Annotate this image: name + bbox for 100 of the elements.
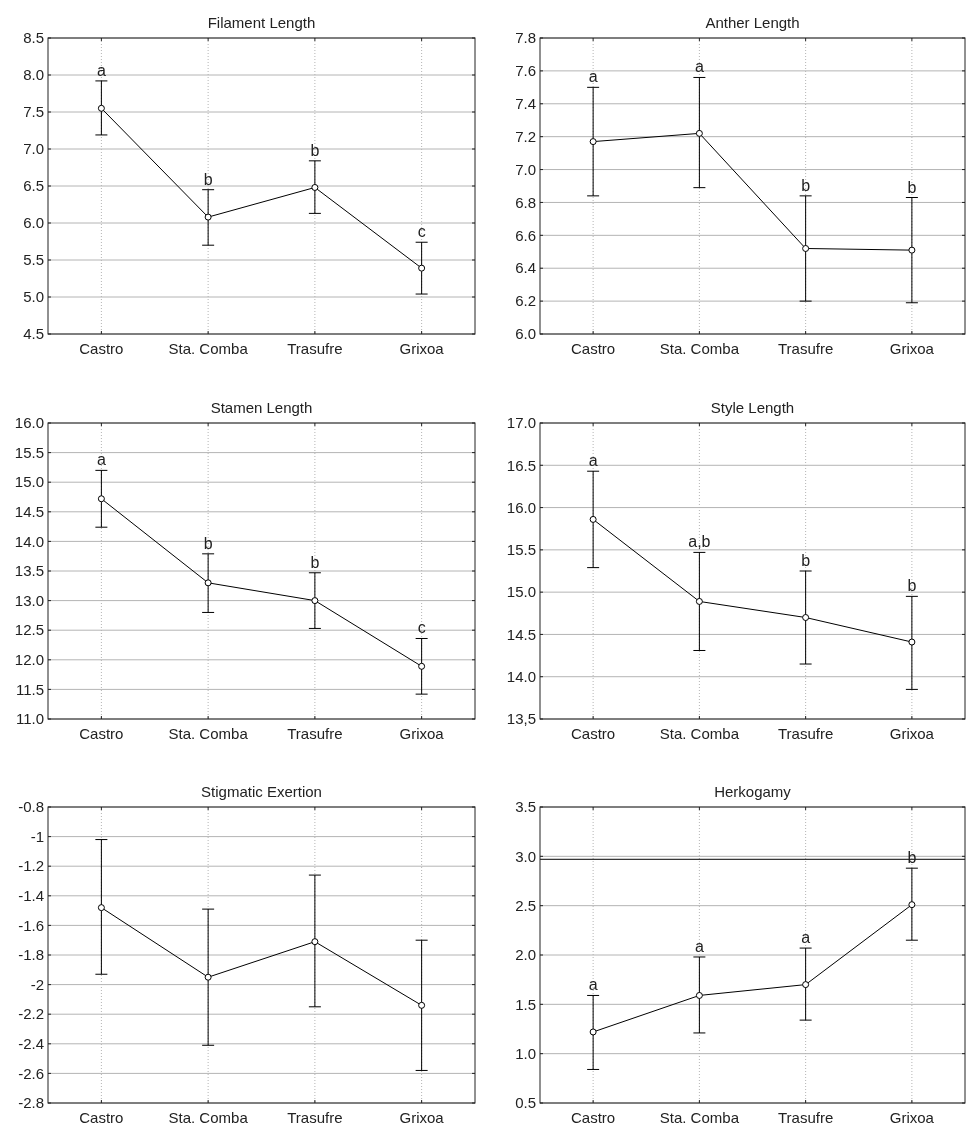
x-tick-label: Castro: [571, 340, 616, 357]
annotation: c: [417, 223, 426, 241]
x-tick-label: Grixoa: [399, 1109, 445, 1126]
annotation: b: [801, 552, 811, 569]
y-tick-label: -2.4: [18, 1035, 44, 1053]
y-tick-label: 7.4: [515, 95, 536, 113]
y-tick-label: 13,5: [506, 710, 536, 728]
x-tick-label: Sta. Comba: [168, 1109, 249, 1126]
y-tick-label: 6.6: [515, 226, 536, 244]
point: [695, 597, 703, 605]
y-tick-label: 6.0: [515, 325, 536, 343]
y-tick-label: 6.0: [23, 214, 44, 232]
y-tick-label: -2.8: [18, 1094, 44, 1112]
y-tick-label: 4.5: [23, 325, 44, 343]
y-tick-label: 7.6: [515, 62, 536, 80]
annotation: b: [203, 534, 213, 552]
point: [97, 904, 105, 912]
x-tick-label: Grixoa: [889, 725, 935, 742]
annotation: a: [694, 58, 704, 76]
chart-title: Herkogamy: [714, 783, 792, 800]
y-tick-label: 14.5: [506, 625, 536, 643]
x-tick-label: Trasufre: [287, 340, 343, 357]
annotation: a: [96, 61, 106, 79]
y-tick-label: -2.2: [18, 1005, 44, 1023]
y-tick-label: 1.5: [515, 995, 536, 1013]
annotation: b: [310, 553, 320, 571]
y-tick-label: 7.2: [515, 127, 536, 145]
x-tick-label: Trasufre: [777, 1109, 834, 1126]
x-tick-label: Castro: [79, 1109, 124, 1126]
annotation: a: [588, 68, 598, 86]
point: [695, 991, 703, 999]
y-tick-label: 6.2: [515, 292, 536, 310]
annotation: a: [588, 976, 598, 994]
point: [589, 1028, 597, 1036]
y-tick-label: 17.0: [506, 414, 536, 432]
x-tick-label: Grixoa: [399, 340, 445, 357]
y-tick-label: 15.0: [506, 583, 536, 601]
y-tick-label: 15.5: [14, 443, 44, 461]
y-tick-label: -1.2: [18, 857, 44, 875]
chart-title: Filament Length: [207, 14, 316, 31]
y-tick-label: 16.5: [506, 456, 536, 474]
point: [802, 614, 810, 622]
y-tick-label: 7.5: [23, 103, 44, 121]
point: [204, 579, 212, 587]
y-tick-label: 5.5: [23, 251, 44, 269]
y-tick-label: 6.8: [515, 193, 536, 211]
y-tick-label: -1.4: [18, 887, 44, 905]
y-tick-label: 14.0: [506, 667, 536, 685]
y-tick-label: 16.0: [14, 414, 44, 432]
y-tick-label: 8.0: [23, 66, 44, 84]
point: [802, 244, 810, 252]
y-tick-label: -1.8: [18, 946, 44, 964]
y-tick-label: 2.5: [515, 896, 536, 914]
y-tick-label: -0.8: [18, 798, 44, 816]
y-tick-label: 7.0: [23, 140, 44, 158]
y-tick-label: -1: [30, 827, 44, 845]
x-tick-label: Sta. Comba: [659, 725, 740, 742]
y-tick-label: -1.6: [18, 916, 44, 934]
y-tick-label: 6.5: [23, 177, 44, 195]
x-tick-label: Grixoa: [889, 1109, 935, 1126]
y-tick-label: 3.0: [515, 847, 536, 865]
y-tick-label: 5.0: [23, 288, 44, 306]
point: [418, 1001, 426, 1009]
point: [311, 597, 319, 605]
y-tick-label: 16.0: [506, 498, 536, 516]
annotation: a,b: [688, 533, 711, 551]
annotation: a: [588, 452, 598, 470]
y-tick-label: 7.0: [515, 160, 536, 178]
x-tick-label: Sta. Comba: [168, 725, 249, 742]
y-tick-label: 13.0: [14, 591, 44, 609]
chart-title: Style Length: [710, 399, 795, 416]
y-tick-label: 8.5: [23, 29, 44, 47]
x-tick-label: Trasufre: [287, 1109, 343, 1126]
annotation: b: [907, 178, 917, 196]
point: [311, 938, 319, 946]
point: [695, 129, 703, 137]
point: [311, 183, 319, 191]
point: [97, 495, 105, 503]
y-tick-label: 14.0: [14, 532, 44, 550]
point: [908, 901, 916, 909]
chart-title: Stigmatic Exertion: [201, 783, 322, 800]
y-tick-label: 15.5: [506, 541, 536, 559]
annotation: b: [907, 577, 917, 595]
annotation: a: [694, 937, 704, 955]
annotation: b: [310, 141, 320, 159]
y-tick-label: 15.0: [14, 473, 44, 491]
y-tick-label: 12.0: [14, 651, 44, 669]
annotation: b: [801, 176, 811, 194]
x-tick-label: Castro: [571, 1109, 616, 1126]
point: [908, 246, 916, 254]
annotation: a: [801, 929, 811, 947]
y-tick-label: 7.8: [515, 29, 536, 47]
point: [418, 662, 426, 670]
annotation: b: [203, 170, 213, 188]
point: [589, 138, 597, 146]
x-tick-label: Castro: [571, 725, 616, 742]
x-tick-label: Sta. Comba: [659, 1109, 740, 1126]
x-tick-label: Castro: [79, 725, 124, 742]
x-tick-label: Trasufre: [777, 725, 834, 742]
x-tick-label: Grixoa: [889, 340, 935, 357]
